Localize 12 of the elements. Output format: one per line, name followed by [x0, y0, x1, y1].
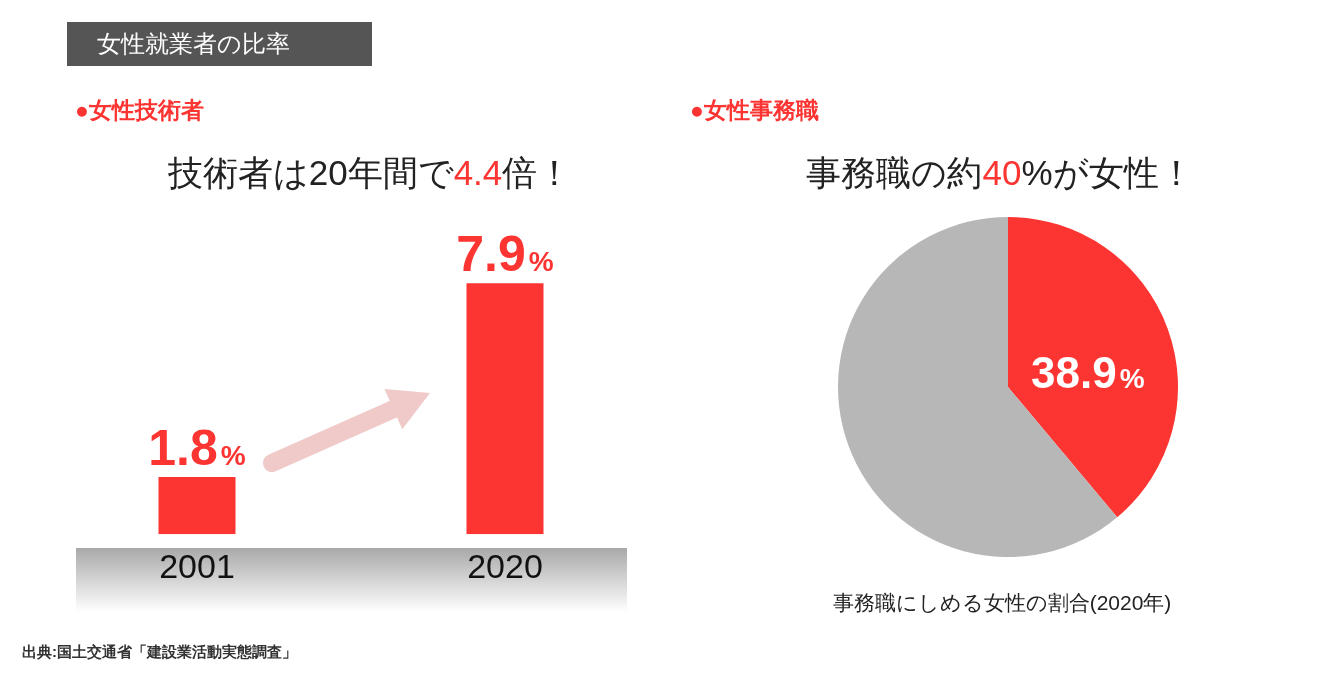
data-label: 1.8% — [148, 420, 246, 477]
chart-subtitle: ●女性事務職 — [690, 96, 819, 124]
text: 事務職にしめる女性の割合(2020年) — [831, 590, 1173, 616]
chart-title: 事務職の約40%が女性！ — [806, 153, 1194, 192]
source-note: 出典:国土交通省「建設業活動実態調査」 — [22, 642, 297, 662]
chart-subtitle: ●女性技術者 — [75, 96, 204, 124]
data-label: 7.9% — [456, 226, 554, 283]
x-tick-label: 2001 — [159, 546, 235, 585]
chart-title: 技術者は20年間で4.4倍！ — [167, 153, 573, 192]
text: 女性就業者の比率 — [67, 22, 372, 66]
data-label: 38.9% — [1031, 347, 1145, 397]
x-tick-label: 2020 — [467, 546, 543, 585]
